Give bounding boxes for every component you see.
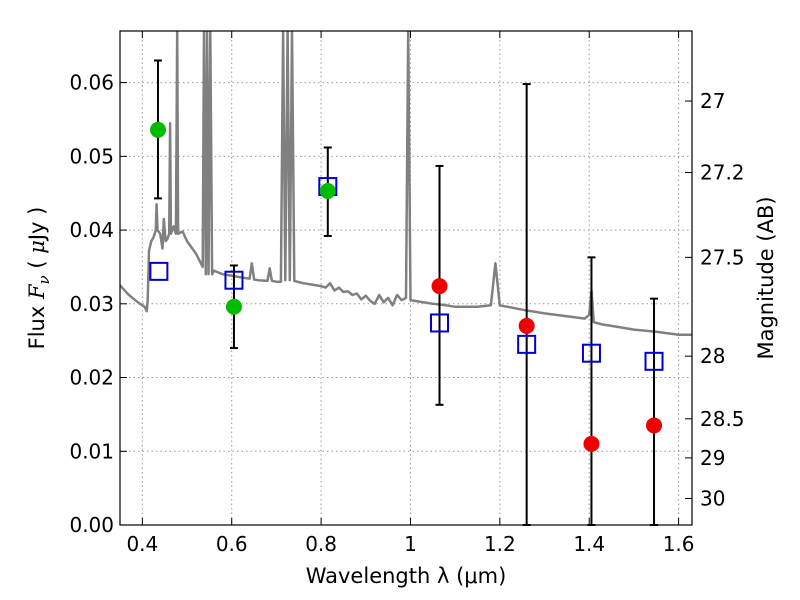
model-square-point	[430, 313, 450, 333]
x-tick-label: 1.4	[573, 532, 605, 556]
y-tick-label: 0.03	[69, 292, 114, 316]
y2-tick-label: 27.2	[700, 161, 745, 185]
y2-tick-label: 27.5	[700, 245, 745, 269]
observed-photometry-series	[149, 121, 663, 452]
y2-tick-label: 29	[700, 446, 725, 470]
y-tick-label: 0.02	[69, 366, 114, 390]
y2-tick-label: 28	[700, 344, 725, 368]
x-tick-label: 0.6	[216, 532, 248, 556]
model-square-point	[224, 270, 244, 290]
x-tick-label: 1	[404, 532, 417, 556]
y-tick-label: 0.06	[69, 71, 114, 95]
x-axis-label: Wavelength λ (μm)	[306, 564, 507, 588]
spectrum-line	[120, 31, 692, 337]
x-tick-label: 1.6	[663, 532, 695, 556]
green-dot-point	[149, 121, 166, 138]
y2-tick-label: 27	[700, 89, 725, 113]
red-dot-point	[583, 435, 600, 452]
model-square-point	[581, 343, 601, 363]
y2-tick-label: 28.5	[700, 407, 745, 431]
y-tick-label: 0.05	[69, 144, 114, 168]
green-dot-point	[319, 182, 336, 199]
x-tick-label: 0.4	[126, 532, 158, 556]
y2-axis: 27 27.2 27.5 28 28.5 29 30	[685, 89, 745, 510]
y-axis-label: Flux Fν ( μJy )	[25, 207, 53, 350]
x-tick-label: 1.2	[484, 532, 516, 556]
x-tick-label: 0.8	[305, 532, 337, 556]
model-square-point	[644, 351, 664, 371]
y-axis: 0.00 0.01 0.02 0.03 0.04 0.05 0.06	[69, 71, 127, 537]
model-square-point	[517, 334, 537, 354]
y-tick-label: 0.01	[69, 439, 114, 463]
y2-axis-label: Magnitude (AB)	[754, 196, 778, 359]
red-dot-point	[518, 317, 535, 334]
x-axis: 0.4 0.6 0.8 1 1.2 1.4 1.6	[126, 31, 695, 556]
y-tick-label: 0.00	[69, 513, 114, 537]
green-dot-point	[225, 298, 242, 315]
y2-tick-label: 30	[700, 486, 725, 510]
red-dot-point	[646, 417, 663, 434]
plot-frame	[119, 30, 693, 526]
red-dot-point	[431, 278, 448, 295]
model-square-point	[149, 261, 169, 281]
spectrum-series	[120, 31, 692, 337]
y-tick-label: 0.04	[69, 218, 114, 242]
